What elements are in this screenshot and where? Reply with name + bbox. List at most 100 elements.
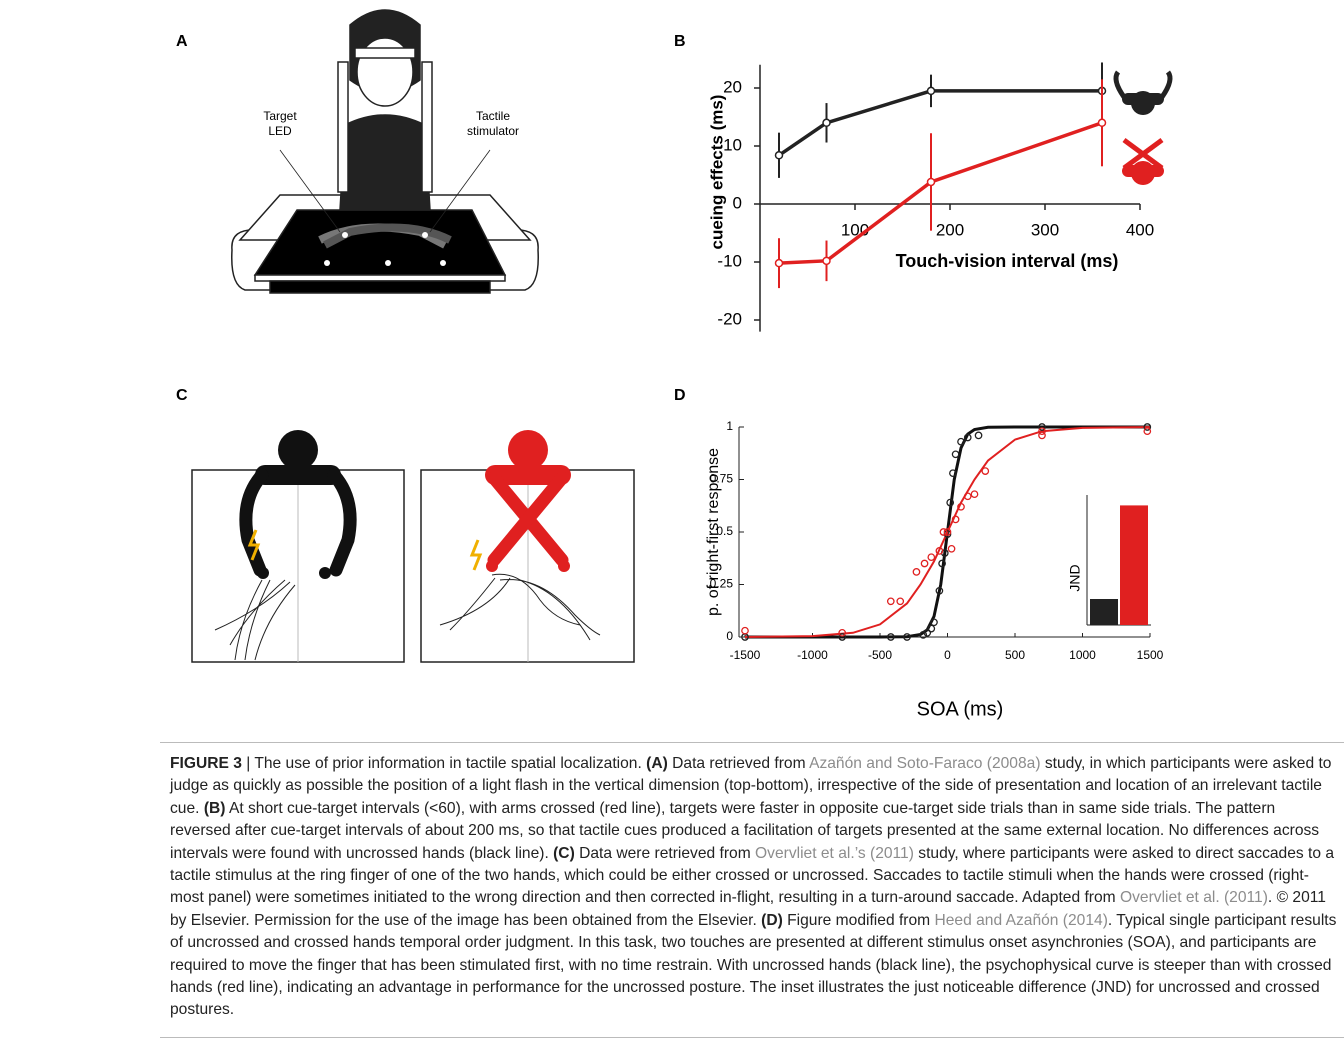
data-point: [981, 467, 990, 475]
x-axis-label: SOA (ms): [917, 698, 1004, 720]
data-point: [1038, 431, 1046, 440]
caption-link[interactable]: Heed and Azañón (2014): [934, 911, 1108, 929]
caption-normal: study, in which participants were asked …: [170, 755, 1332, 817]
data-point: [926, 86, 936, 96]
y-tick-label: 0.25: [710, 577, 734, 591]
inset-bar: [1120, 505, 1148, 625]
data-point: [741, 626, 749, 635]
data-point: [774, 151, 784, 160]
x-tick-label: 1500: [1137, 648, 1164, 662]
y-tick-label: 0: [726, 629, 733, 643]
y-tick-label: -20: [717, 309, 742, 328]
x-tick-label: 500: [1005, 648, 1025, 662]
figure: A B C D Target LED Tactile stimulator: [176, 9, 1173, 720]
x-tick-label: 400: [1126, 220, 1154, 239]
x-axis-label: Touch-vision interval (ms): [896, 251, 1119, 271]
fit-curve: [744, 426, 1151, 638]
inset-bar: [1090, 599, 1118, 625]
data-point: [912, 568, 921, 576]
data-point: [974, 431, 983, 440]
data-point: [886, 597, 895, 606]
data-line: [778, 121, 1103, 265]
annotation: stimulator: [467, 124, 519, 138]
y-tick-label: 0.75: [710, 472, 734, 486]
panel-label: B: [674, 33, 686, 50]
y-axis-label: cueing effects (ms): [707, 95, 726, 250]
data-point: [943, 528, 952, 536]
data-point: [774, 258, 784, 268]
figure-caption: FIGURE 3 | The use of prior information …: [160, 742, 1344, 1038]
data-point: [951, 450, 960, 459]
data-point: [838, 628, 847, 637]
x-tick-label: 1000: [1069, 648, 1096, 662]
caption-normal: . © 2011 by Elsevier. Permission for the…: [170, 889, 1326, 929]
data-point: [822, 118, 831, 128]
caption-link[interactable]: Overvliet et al. (2011): [1120, 889, 1268, 907]
x-tick-label: 200: [936, 220, 964, 239]
y-tick-label: 10: [723, 135, 742, 154]
x-tick-label: -500: [868, 648, 892, 662]
data-point: [920, 559, 929, 568]
data-point: [923, 628, 932, 637]
y-tick-label: 0: [733, 193, 742, 212]
y-tick-label: 20: [723, 77, 742, 96]
caption-normal: Data were retrieved from: [574, 844, 756, 862]
caption-normal: Data retrieved from: [667, 755, 810, 772]
caption-bold: FIGURE 3: [170, 755, 242, 772]
panel-label: C: [176, 387, 188, 404]
y-axis-label: p. of right-first response: [705, 448, 722, 616]
caption-normal: At short cue-target intervals (<60), wit…: [170, 799, 1320, 862]
data-point: [939, 528, 948, 536]
caption-link[interactable]: Overvliet et al.’s (2011): [755, 844, 914, 862]
data-point: [927, 553, 936, 562]
caption-bold: (C): [553, 844, 575, 862]
y-tick-label: 0.5: [716, 524, 733, 538]
data-point: [1097, 118, 1107, 128]
data-point: [1143, 427, 1152, 436]
data-point: [1038, 423, 1046, 431]
caption-normal: Figure modified from: [782, 911, 935, 929]
annotation: Target: [263, 109, 297, 123]
panel-label: D: [674, 387, 686, 404]
data-point: [970, 490, 979, 499]
inset-label: JND: [1067, 564, 1083, 591]
data-point: [1038, 427, 1046, 436]
caption-normal: | The use of prior information in tactil…: [241, 755, 647, 772]
data-point: [838, 633, 847, 641]
data-point: [886, 633, 895, 641]
x-tick-label: -1500: [730, 648, 761, 662]
data-point: [963, 492, 972, 501]
data-point: [946, 498, 955, 507]
caption-normal: . Typical single participant results of …: [170, 911, 1337, 1019]
caption-bold: (A): [646, 755, 668, 772]
x-tick-label: 300: [1031, 220, 1059, 239]
data-point: [930, 618, 938, 627]
data-point: [935, 586, 944, 595]
y-tick-label: 1: [726, 419, 733, 433]
caption-bold: (B): [203, 799, 226, 817]
y-tick-label: -10: [717, 251, 742, 270]
setup-illustration: [231, 9, 539, 294]
data-line: [778, 89, 1102, 157]
x-tick-label: 0: [944, 648, 951, 662]
data-point: [957, 437, 965, 446]
caption-link[interactable]: Azañón and Soto-Faraco (2008a): [809, 755, 1041, 772]
data-point: [938, 559, 946, 568]
data-point: [957, 502, 965, 511]
data-point: [949, 469, 957, 478]
data-point: [822, 256, 831, 266]
data-point: [935, 547, 944, 555]
data-point: [903, 633, 911, 641]
caption-normal: study, where participants were asked to …: [170, 844, 1335, 907]
x-tick-label: -1000: [797, 648, 828, 662]
data-point: [926, 177, 936, 187]
posture-icon: [1122, 137, 1164, 185]
annotation: LED: [268, 124, 292, 138]
data-point: [951, 515, 960, 524]
data-point: [963, 433, 972, 442]
data-point: [896, 597, 905, 606]
data-point: [1143, 423, 1152, 431]
saccade-illustration: [191, 430, 635, 663]
